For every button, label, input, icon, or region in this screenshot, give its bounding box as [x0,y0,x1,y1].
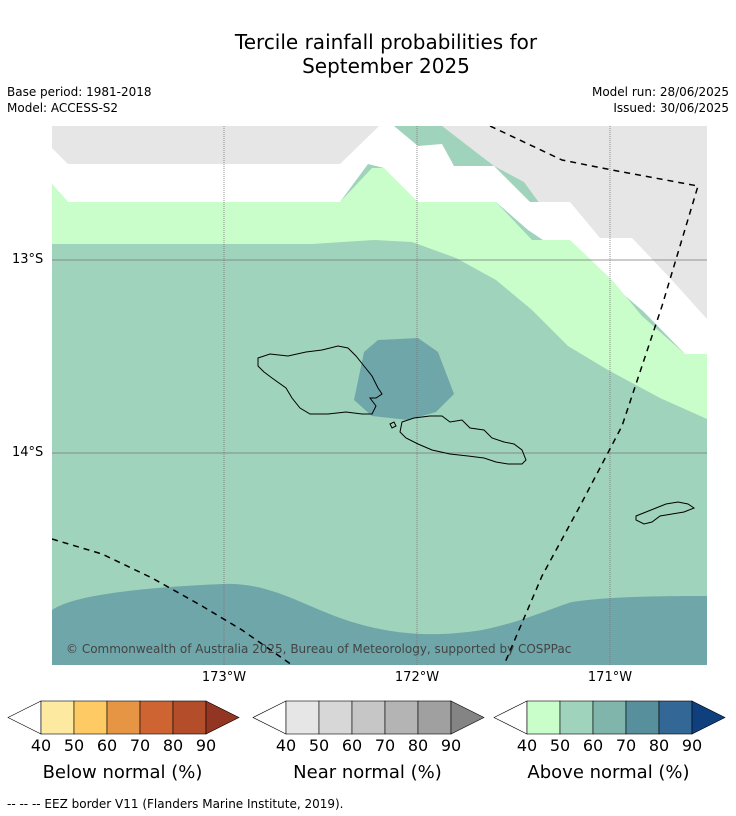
above-normal-title: Above normal (%) [527,762,690,783]
below-normal-title: Below normal (%) [42,762,203,783]
below-normal-swatch [106,700,141,735]
graticule [52,259,707,454]
near-normal-swatch [417,700,452,735]
map-area: © Commonwealth of Australia 2025, Bureau… [52,126,707,665]
below-normal-swatch [172,700,207,735]
base-period: Base period: 1981-2018 [7,85,152,99]
lat-label-13s: 13°S [12,252,44,267]
near-normal-low-extend [252,700,287,735]
title-line-2: September 2025 [302,54,470,78]
near-normal-swatch [384,700,419,735]
tick-label: 40 [30,736,52,755]
manono-island [389,421,397,429]
near-normal-swatch [318,700,353,735]
savaii-island [257,345,383,415]
region-above-40-50 [52,168,707,419]
tick-label: 50 [63,736,85,755]
tick-label: 60 [582,736,604,755]
tutuila-island [635,501,696,525]
tick-label: 70 [374,736,396,755]
title-line-1: Tercile rainfall probabilities for [234,30,538,54]
eez-footnote: -- -- -- EEZ border V11 (Flanders Marine… [7,797,344,811]
tick-label: 60 [96,736,118,755]
model-info: Base period: 1981-2018 Model: ACCESS-S2 [7,84,152,116]
upolu-island [399,415,527,465]
near-normal-high-extend [450,700,485,735]
tick-label: 90 [440,736,462,755]
above-normal-swatch [526,700,561,735]
chart-title: Tercile rainfall probabilities for Septe… [0,30,736,78]
lon-label-173w: 173°W [201,670,247,685]
above-normal-swatch [658,700,693,735]
forecast-map: © Commonwealth of Australia 2025, Bureau… [52,126,707,665]
tick-label: 40 [275,736,297,755]
below-normal-low-extend [7,700,42,735]
copyright-text: © Commonwealth of Australia 2025, Bureau… [66,642,571,656]
tick-label: 90 [681,736,703,755]
region-above-60-70-islands [354,338,454,420]
near-normal-colorbar [252,700,485,735]
above-normal-colorbar [493,700,726,735]
region-above-60-70-south [52,583,707,665]
coastline [257,345,696,525]
above-normal-swatch [559,700,594,735]
below-normal-colorbar [7,700,240,735]
above-normal-high-extend [691,700,726,735]
below-normal-high-extend [205,700,240,735]
tick-label: 60 [341,736,363,755]
lon-label-172w: 172°W [394,670,440,685]
region-near-normal-left [52,126,379,164]
tick-label: 80 [648,736,670,755]
below-normal-swatch [139,700,174,735]
below-normal-swatch [40,700,75,735]
tick-label: 40 [516,736,538,755]
tick-label: 50 [549,736,571,755]
region-white-band [52,126,707,354]
tick-label: 80 [162,736,184,755]
region-near-normal [52,126,707,319]
tick-label: 90 [195,736,217,755]
above-normal-low-extend [493,700,528,735]
tick-label: 70 [129,736,151,755]
issued-date: Issued: 30/06/2025 [613,101,729,115]
model-run-date: Model run: 28/06/2025 [591,85,729,99]
tick-label: 70 [615,736,637,755]
model-name: Model: ACCESS-S2 [7,101,119,115]
lon-label-171w: 171°W [587,670,633,685]
tick-label: 50 [308,736,330,755]
tick-label: 80 [407,736,429,755]
above-normal-swatch [625,700,660,735]
near-normal-swatch [285,700,320,735]
above-normal-swatch [592,700,627,735]
eez-border [52,126,699,665]
run-info: Model run: 28/06/2025 Issued: 30/06/2025 [592,84,729,116]
below-normal-swatch [73,700,108,735]
near-normal-swatch [351,700,386,735]
near-normal-title: Near normal (%) [293,762,442,783]
lat-label-14s: 14°S [12,445,44,460]
